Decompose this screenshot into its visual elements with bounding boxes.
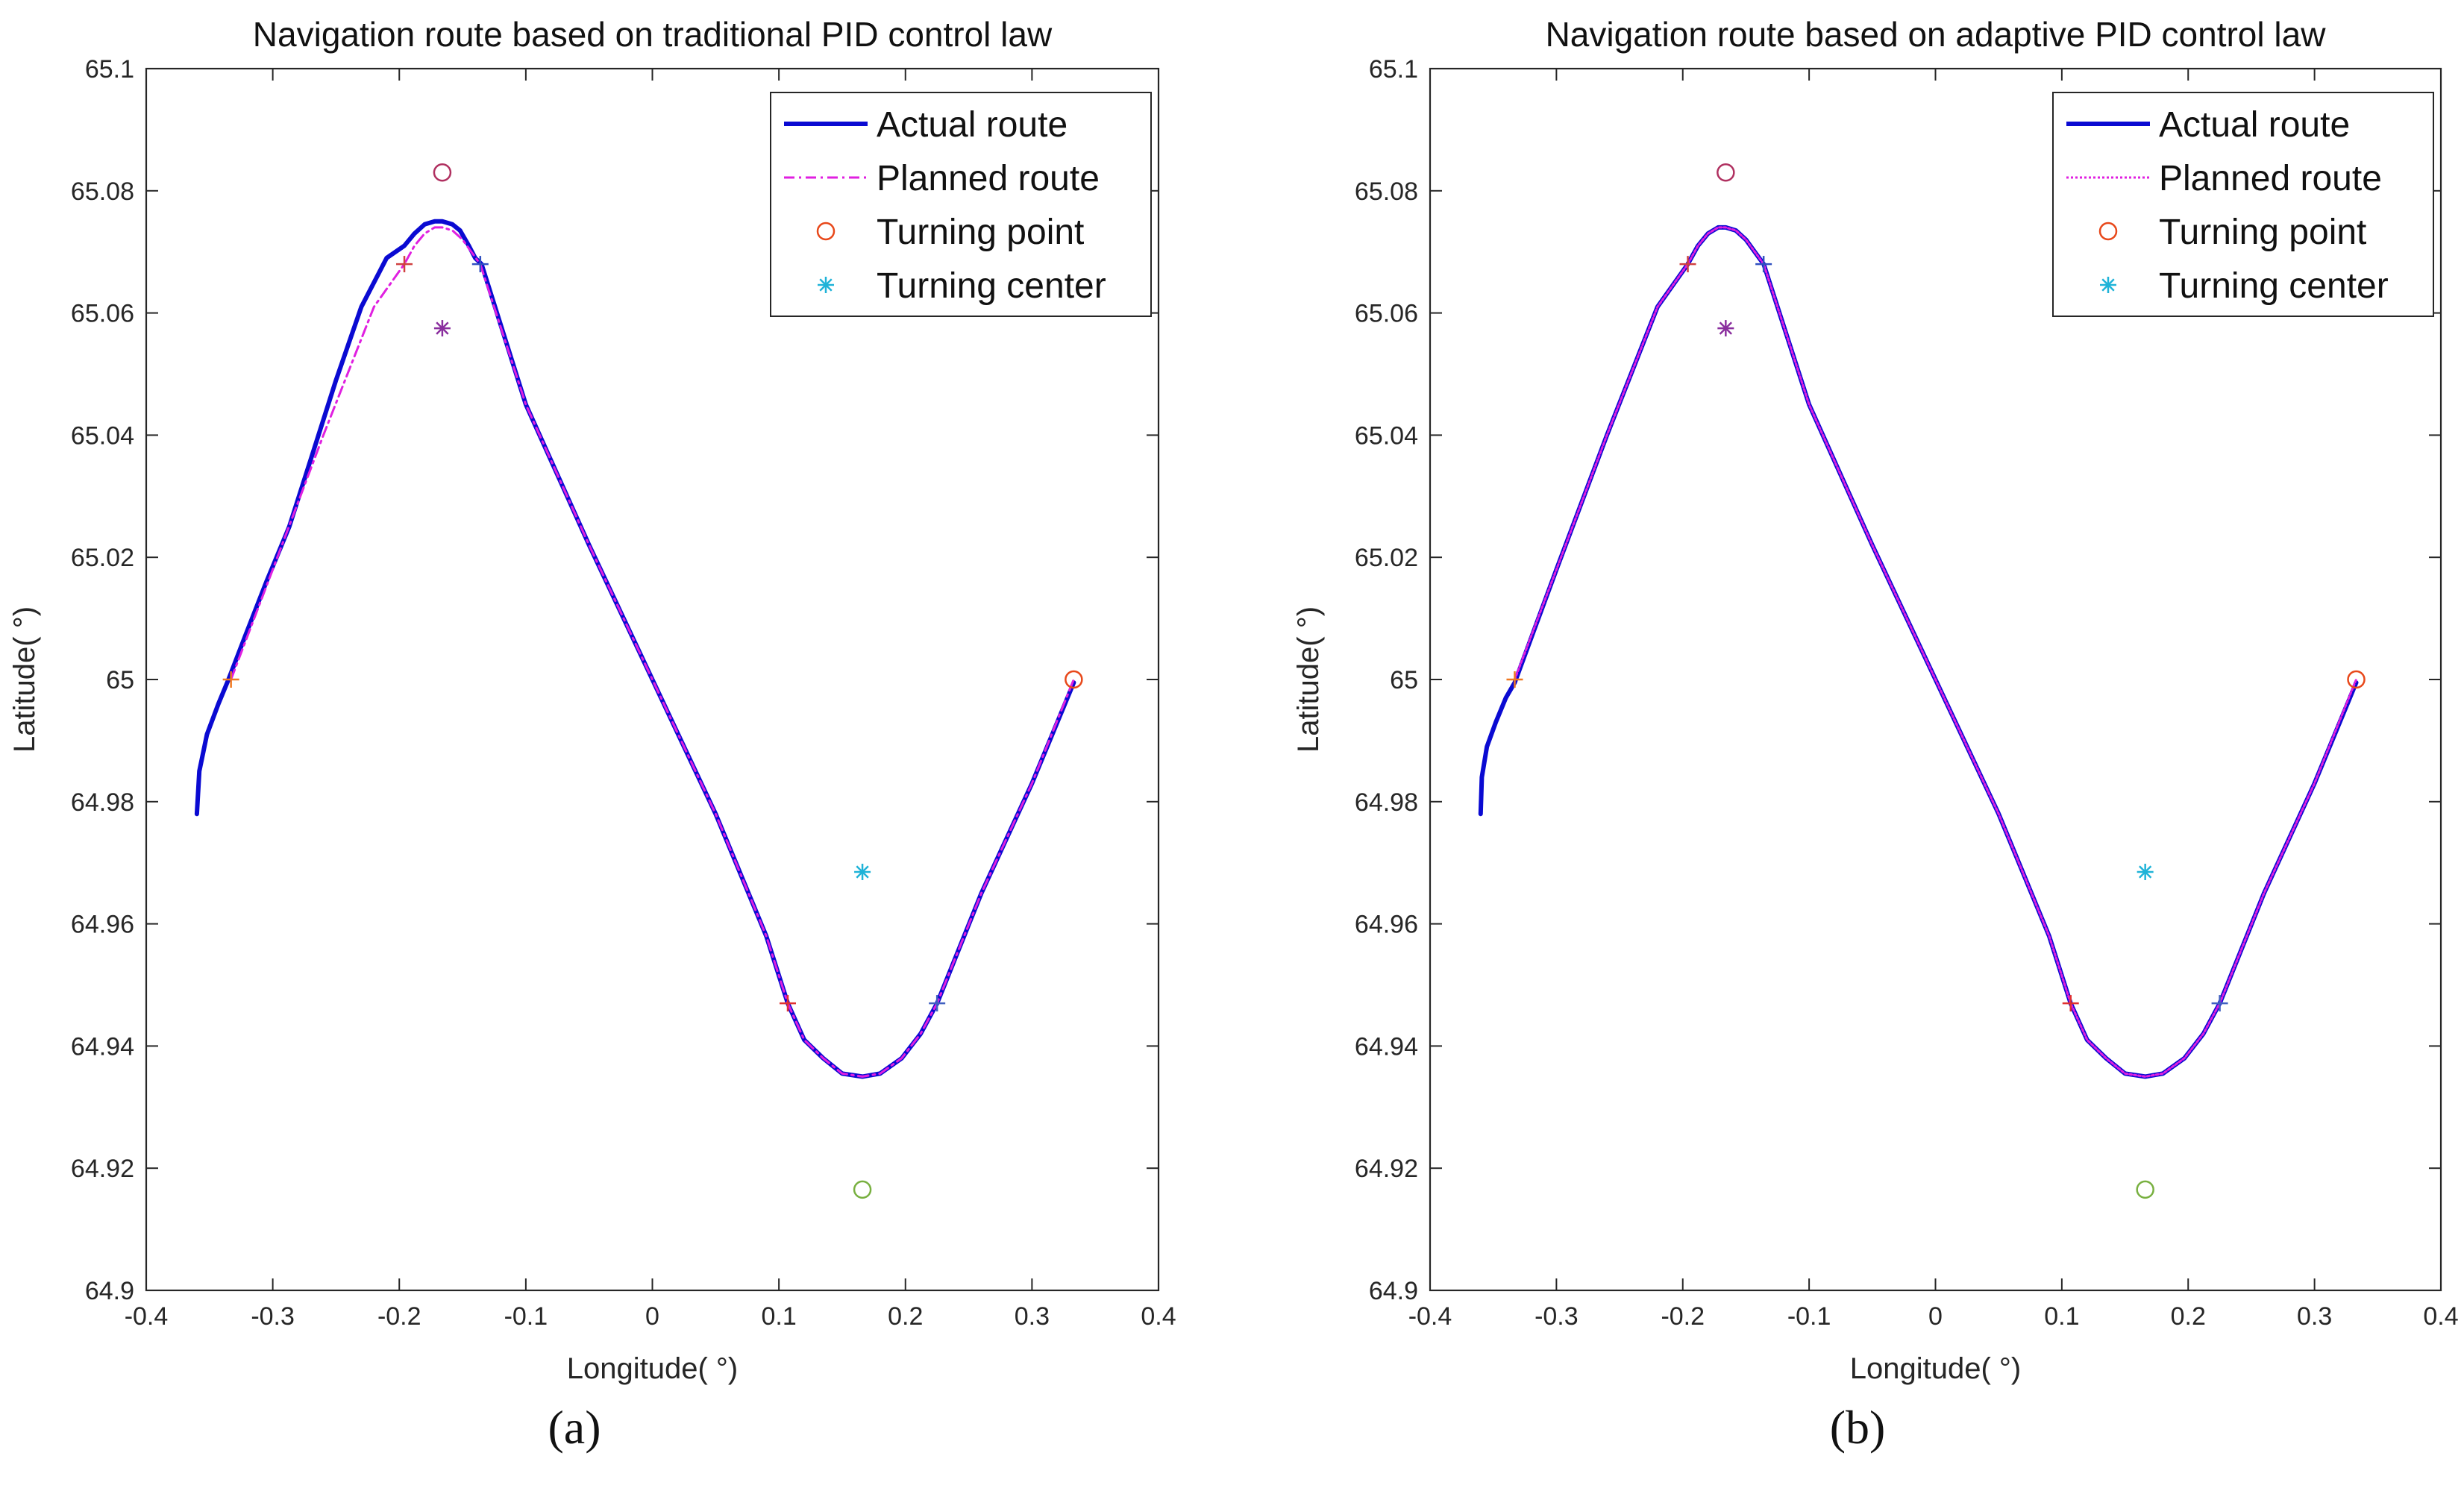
x-tick-label: -0.2 bbox=[377, 1302, 421, 1331]
tangent-point-marker bbox=[1506, 671, 1523, 688]
turning-center-marker bbox=[854, 863, 871, 880]
x-tick-label: 0.2 bbox=[888, 1302, 923, 1331]
y-tick-label: 64.9 bbox=[1369, 1277, 1418, 1305]
legend-box bbox=[770, 92, 1152, 317]
x-tick-label: -0.3 bbox=[251, 1302, 295, 1331]
turning-point-marker bbox=[1065, 670, 1083, 689]
y-tick-label: 64.92 bbox=[71, 1155, 134, 1183]
y-axis-label: Latitude( °) bbox=[1292, 606, 1325, 753]
y-tick-label: 65.04 bbox=[71, 421, 134, 450]
series-planned-route bbox=[1514, 226, 2357, 1078]
legend-turning-point-swatch bbox=[2098, 222, 2118, 241]
y-tick-label: 65 bbox=[106, 666, 134, 694]
turning-center-marker bbox=[1717, 320, 1734, 337]
turning-center-marker bbox=[2137, 863, 2154, 880]
y-tick-label: 65.1 bbox=[85, 55, 134, 84]
x-tick-label: -0.2 bbox=[1661, 1302, 1705, 1331]
turning-point-marker bbox=[433, 163, 452, 182]
tangent-point-marker bbox=[1755, 256, 1772, 273]
subfigure-label: (a) bbox=[548, 1401, 601, 1454]
legend-label: Planned route bbox=[2159, 159, 2382, 198]
legend-turning-point-swatch bbox=[816, 222, 836, 241]
turning-point-marker bbox=[2347, 670, 2366, 689]
legend-label: Actual route bbox=[877, 105, 1068, 145]
y-tick-label: 64.98 bbox=[1355, 788, 1418, 817]
turning-point-marker bbox=[2136, 1180, 2154, 1199]
y-tick-label: 65.02 bbox=[1355, 544, 1418, 572]
x-tick-label: 0.2 bbox=[2171, 1302, 2206, 1331]
y-tick-label: 64.96 bbox=[1355, 911, 1418, 939]
legend-label: Turning center bbox=[877, 266, 1106, 306]
legend-label: Planned route bbox=[877, 159, 1100, 198]
series-planned-route bbox=[230, 226, 1075, 1078]
x-tick-label: -0.3 bbox=[1534, 1302, 1579, 1331]
x-tick-label: 0 bbox=[645, 1302, 659, 1331]
y-tick-label: 65 bbox=[1390, 666, 1418, 694]
chart-panel-a: -0.4 -0.3 -0.2 -0.1 0 0.1 0.2 0.3 0.4 64.9 64.92 64… bbox=[8, 15, 1176, 1454]
tangent-point-marker bbox=[2062, 995, 2079, 1012]
y-tick-label: 65.08 bbox=[71, 178, 134, 206]
tangent-point-marker bbox=[471, 256, 489, 273]
y-tick-label: 65.06 bbox=[1355, 300, 1418, 328]
tangent-point-marker bbox=[396, 256, 413, 273]
subfigure-label: (b) bbox=[1830, 1401, 1886, 1454]
x-tick-label: -0.4 bbox=[1408, 1302, 1452, 1331]
y-axis-label: Latitude( °) bbox=[8, 606, 41, 753]
legend-label: Turning center bbox=[2159, 266, 2389, 306]
x-axis-label: Longitude( °) bbox=[1850, 1352, 2021, 1385]
turning-point-marker bbox=[1717, 163, 1735, 182]
legend-label: Actual route bbox=[2159, 105, 2350, 145]
x-tick-label: 0.3 bbox=[1015, 1302, 1050, 1331]
tangent-point-marker bbox=[222, 671, 239, 688]
y-tick-label: 65.02 bbox=[71, 544, 134, 572]
tangent-point-marker bbox=[1679, 256, 1696, 273]
y-tick-label: 64.94 bbox=[71, 1032, 134, 1061]
x-tick-label: -0.4 bbox=[125, 1302, 169, 1331]
tangent-point-marker bbox=[779, 995, 796, 1012]
chart-title: Navigation route based on traditional PI… bbox=[253, 15, 1053, 54]
legend-label: Turning point bbox=[2159, 213, 2366, 252]
x-tick-label: 0.1 bbox=[2044, 1302, 2079, 1331]
chart-panel-b: -0.4 -0.3 -0.2 -0.1 0 0.1 0.2 0.3 0.4 64.9 64.92 64… bbox=[1292, 15, 2459, 1454]
y-tick-label: 65.04 bbox=[1355, 421, 1418, 450]
legend: Actual route Planned route Turning point Tu… bbox=[770, 92, 1152, 317]
x-axis-label: Longitude( °) bbox=[567, 1352, 738, 1385]
y-tick-label: 65.08 bbox=[1355, 178, 1418, 206]
tangent-point-marker bbox=[929, 995, 946, 1012]
legend: Actual route Planned route Turning point Tu… bbox=[2052, 92, 2434, 317]
y-tick-label: 65.06 bbox=[71, 300, 134, 328]
x-tick-label: 0 bbox=[1928, 1302, 1943, 1331]
x-tick-label: 0.3 bbox=[2297, 1302, 2332, 1331]
y-tick-label: 65.1 bbox=[1369, 55, 1418, 84]
y-tick-label: 64.94 bbox=[1355, 1032, 1418, 1061]
y-tick-label: 64.9 bbox=[85, 1277, 134, 1305]
turning-point-marker bbox=[853, 1180, 872, 1199]
chart-title: Navigation route based on adaptive PID c… bbox=[1546, 15, 2327, 54]
y-tick-label: 64.96 bbox=[71, 911, 134, 939]
x-tick-label: -0.1 bbox=[1787, 1302, 1831, 1331]
legend-turning-center-swatch bbox=[818, 277, 834, 293]
y-tick-label: 64.92 bbox=[1355, 1155, 1418, 1183]
x-tick-label: 0.4 bbox=[1141, 1302, 1176, 1331]
legend-box bbox=[2052, 92, 2434, 317]
y-tick-label: 64.98 bbox=[71, 788, 134, 817]
turning-center-marker bbox=[433, 320, 451, 337]
x-tick-label: -0.1 bbox=[504, 1302, 548, 1331]
x-tick-label: 0.4 bbox=[2423, 1302, 2458, 1331]
x-tick-label: 0.1 bbox=[761, 1302, 796, 1331]
legend-label: Turning point bbox=[877, 213, 1084, 252]
legend-turning-center-swatch bbox=[2100, 277, 2116, 293]
tangent-point-marker bbox=[2211, 995, 2228, 1012]
